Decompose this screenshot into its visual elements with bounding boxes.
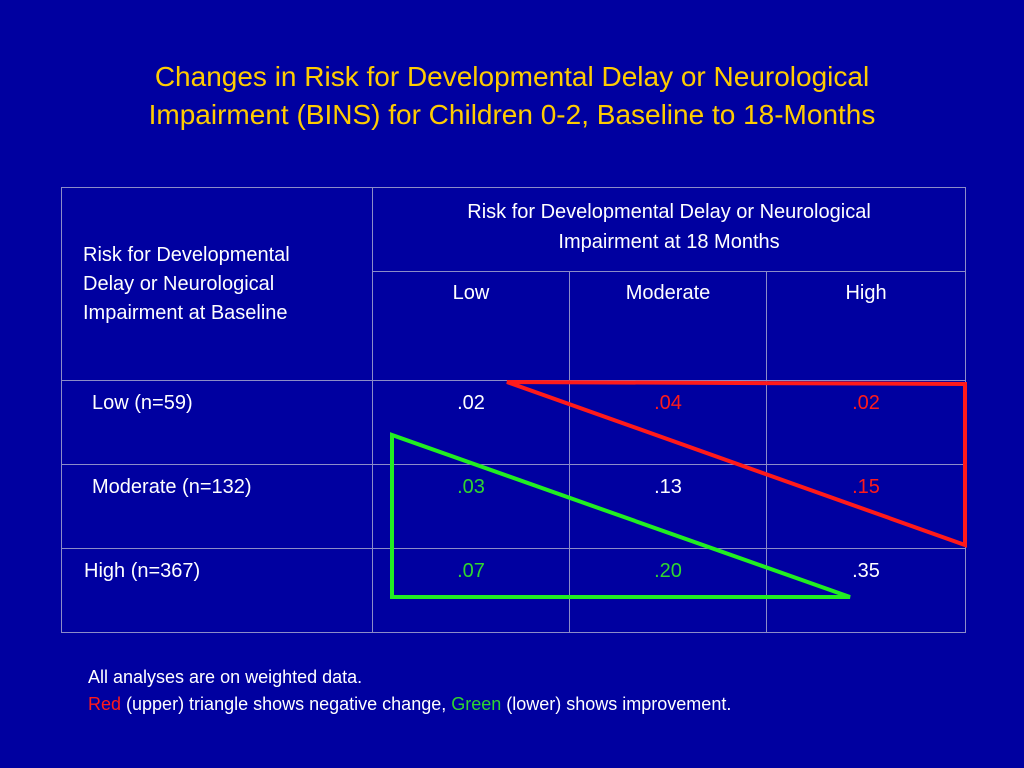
corner-header-line-3: Impairment at Baseline [83,301,288,324]
footnote-red-word: Red [88,694,122,714]
table-row: High (n=367) .07 .20 .35 [61,548,967,633]
column-header-moderate: Moderate [569,271,767,381]
footnote-line-2: Red (upper) triangle shows negative chan… [88,691,731,718]
row-header-moderate: Moderate (n=132) [61,464,373,549]
cell-high-moderate: .20 [569,548,767,633]
footnote: All analyses are on weighted data. Red (… [88,664,731,718]
span-header: Risk for Developmental Delay or Neurolog… [371,187,967,272]
title-line-2: Impairment (BINS) for Children 0-2, Base… [148,99,876,130]
span-header-line-2: Impairment at 18 Months [558,231,780,253]
row-header-high: High (n=367) [61,548,373,633]
column-header-low: Low [372,271,570,381]
table-row: Low (n=59) .02 .04 .02 [61,380,967,465]
table-header-row: Risk for Developmental Delay or Neurolog… [61,187,967,381]
corner-header-line-2: Delay or Neurological [83,272,275,295]
cell-low-low: .02 [372,380,570,465]
row-header-low: Low (n=59) [61,380,373,465]
cell-moderate-high: .15 [765,464,967,549]
column-header-high: High [765,271,967,381]
cell-moderate-low: .03 [372,464,570,549]
slide-title: Changes in Risk for Developmental Delay … [40,58,984,134]
cell-low-moderate: .04 [569,380,767,465]
table-row: Moderate (n=132) .03 .13 .15 [61,464,967,549]
footnote-red-text: (upper) triangle shows negative change, [121,694,452,714]
cell-moderate-moderate: .13 [569,464,767,549]
column-header-row: Low Moderate High [62,271,967,381]
cell-high-high: .35 [765,548,967,633]
footnote-line-1: All analyses are on weighted data. [88,667,363,687]
footnote-green-word: Green [451,694,502,714]
corner-header-line-1: Risk for Developmental [83,243,290,266]
title-line-1: Changes in Risk for Developmental Delay … [154,61,870,92]
cell-high-low: .07 [372,548,570,633]
footnote-green-text: (lower) shows improvement. [501,694,732,714]
risk-table: Risk for Developmental Delay or Neurolog… [61,187,967,633]
cell-low-high: .02 [765,380,967,465]
corner-header: Risk for Developmental Delay or Neurolog… [61,187,373,381]
span-header-line-1: Risk for Developmental Delay or Neurolog… [467,201,871,223]
